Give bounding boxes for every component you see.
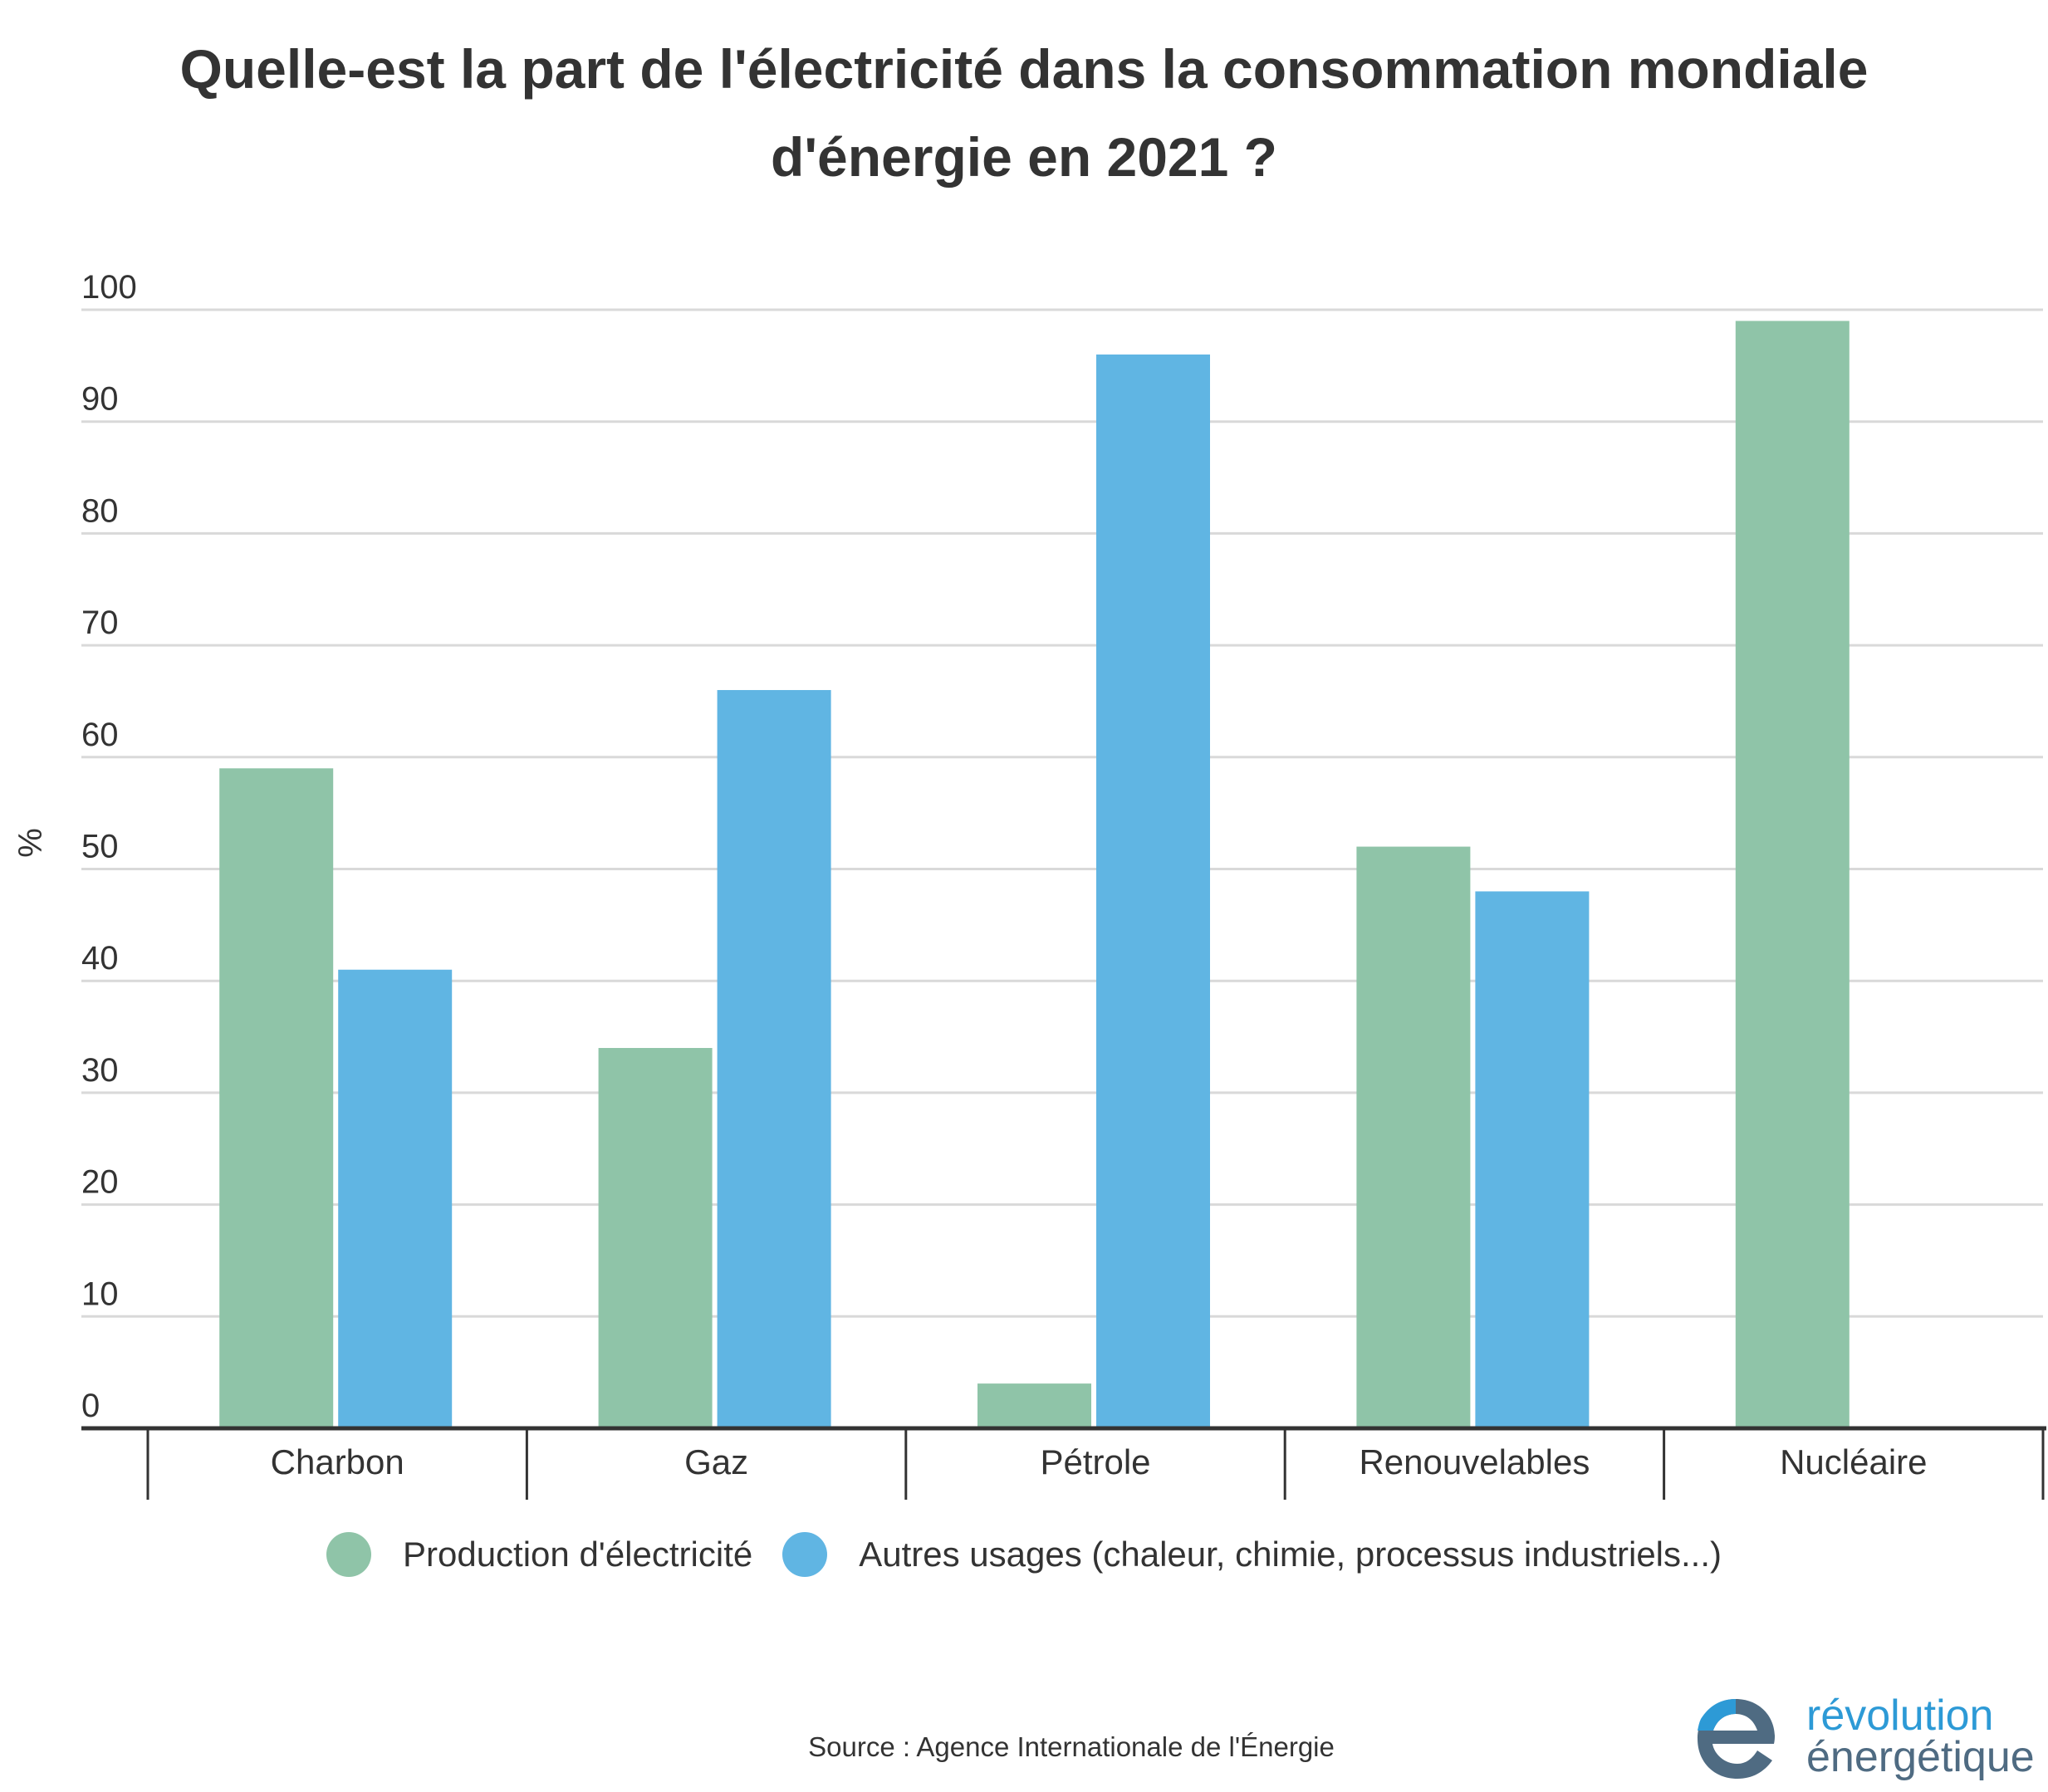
legend-label-autres-usages: Autres usages (chaleur, chimie, processu… <box>859 1535 1722 1574</box>
legend-swatch-autres-usages <box>782 1532 828 1577</box>
y-axis-label: % <box>12 828 49 858</box>
legend-label-production: Production d'électricité <box>402 1535 753 1574</box>
y-tick-label-0: 0 <box>81 1388 100 1424</box>
e-letter-logo-icon <box>1698 1699 1775 1779</box>
x-tick-label-2: Gaz <box>684 1442 748 1481</box>
y-tick-label-10: 10 <box>81 1275 119 1312</box>
y-tick-label-30: 30 <box>81 1052 119 1089</box>
bar-gaz-series-2 <box>717 689 831 1428</box>
y-tick-label-80: 80 <box>81 492 119 529</box>
source-note: Source : Agence Internationale de l'Éner… <box>808 1731 1335 1762</box>
y-tick-label-100: 100 <box>81 269 137 306</box>
x-tick-label-5: Nucléaire <box>1780 1442 1927 1481</box>
y-tick-label-90: 90 <box>81 381 119 418</box>
brand-logo: révolution énergétique <box>1694 1694 2043 1785</box>
y-tick-label-50: 50 <box>81 829 119 865</box>
y-tick-label-20: 20 <box>81 1164 119 1201</box>
y-tick-label-40: 40 <box>81 940 119 977</box>
x-tick-label-4: Renouvelables <box>1359 1442 1590 1481</box>
bar-petrole-series-1 <box>977 1383 1091 1428</box>
y-axis-tick-labels: 0 10 20 30 40 50 60 70 80 90 100 <box>81 269 137 1424</box>
bar-nucleaire-series-1 <box>1735 321 1850 1429</box>
bars <box>219 321 1850 1429</box>
logo-text-line1: révolution <box>1806 1692 1994 1740</box>
chart-title: Quelle-est la part de l'électricité dans… <box>179 38 1869 188</box>
bar-charbon-series-1 <box>219 768 334 1428</box>
bar-renouvelables-series-1 <box>1356 846 1471 1428</box>
bar-gaz-series-1 <box>598 1048 713 1428</box>
y-tick-label-60: 60 <box>81 717 119 753</box>
x-tick-label-3: Pétrole <box>1040 1442 1150 1481</box>
bar-renouvelables-series-2 <box>1475 891 1590 1428</box>
legend: Production d'électricité Autres usages (… <box>0 1532 2048 1577</box>
legend-swatch-production <box>326 1532 371 1577</box>
bar-charbon-series-2 <box>338 969 453 1428</box>
y-tick-label-70: 70 <box>81 605 119 641</box>
legend-item-autres-usages: Autres usages (chaleur, chimie, processu… <box>782 1532 1722 1577</box>
x-axis <box>81 1426 2046 1500</box>
legend-item-production: Production d'électricité <box>326 1532 752 1577</box>
x-tick-label-1: Charbon <box>271 1442 404 1481</box>
x-axis-category-labels: Charbon Gaz Pétrole Renouvelables Nucléaire <box>271 1442 1928 1481</box>
grid-lines <box>81 308 2043 1318</box>
bar-petrole-series-2 <box>1096 354 1210 1428</box>
logo-text-line2: énergétique <box>1806 1733 2035 1781</box>
